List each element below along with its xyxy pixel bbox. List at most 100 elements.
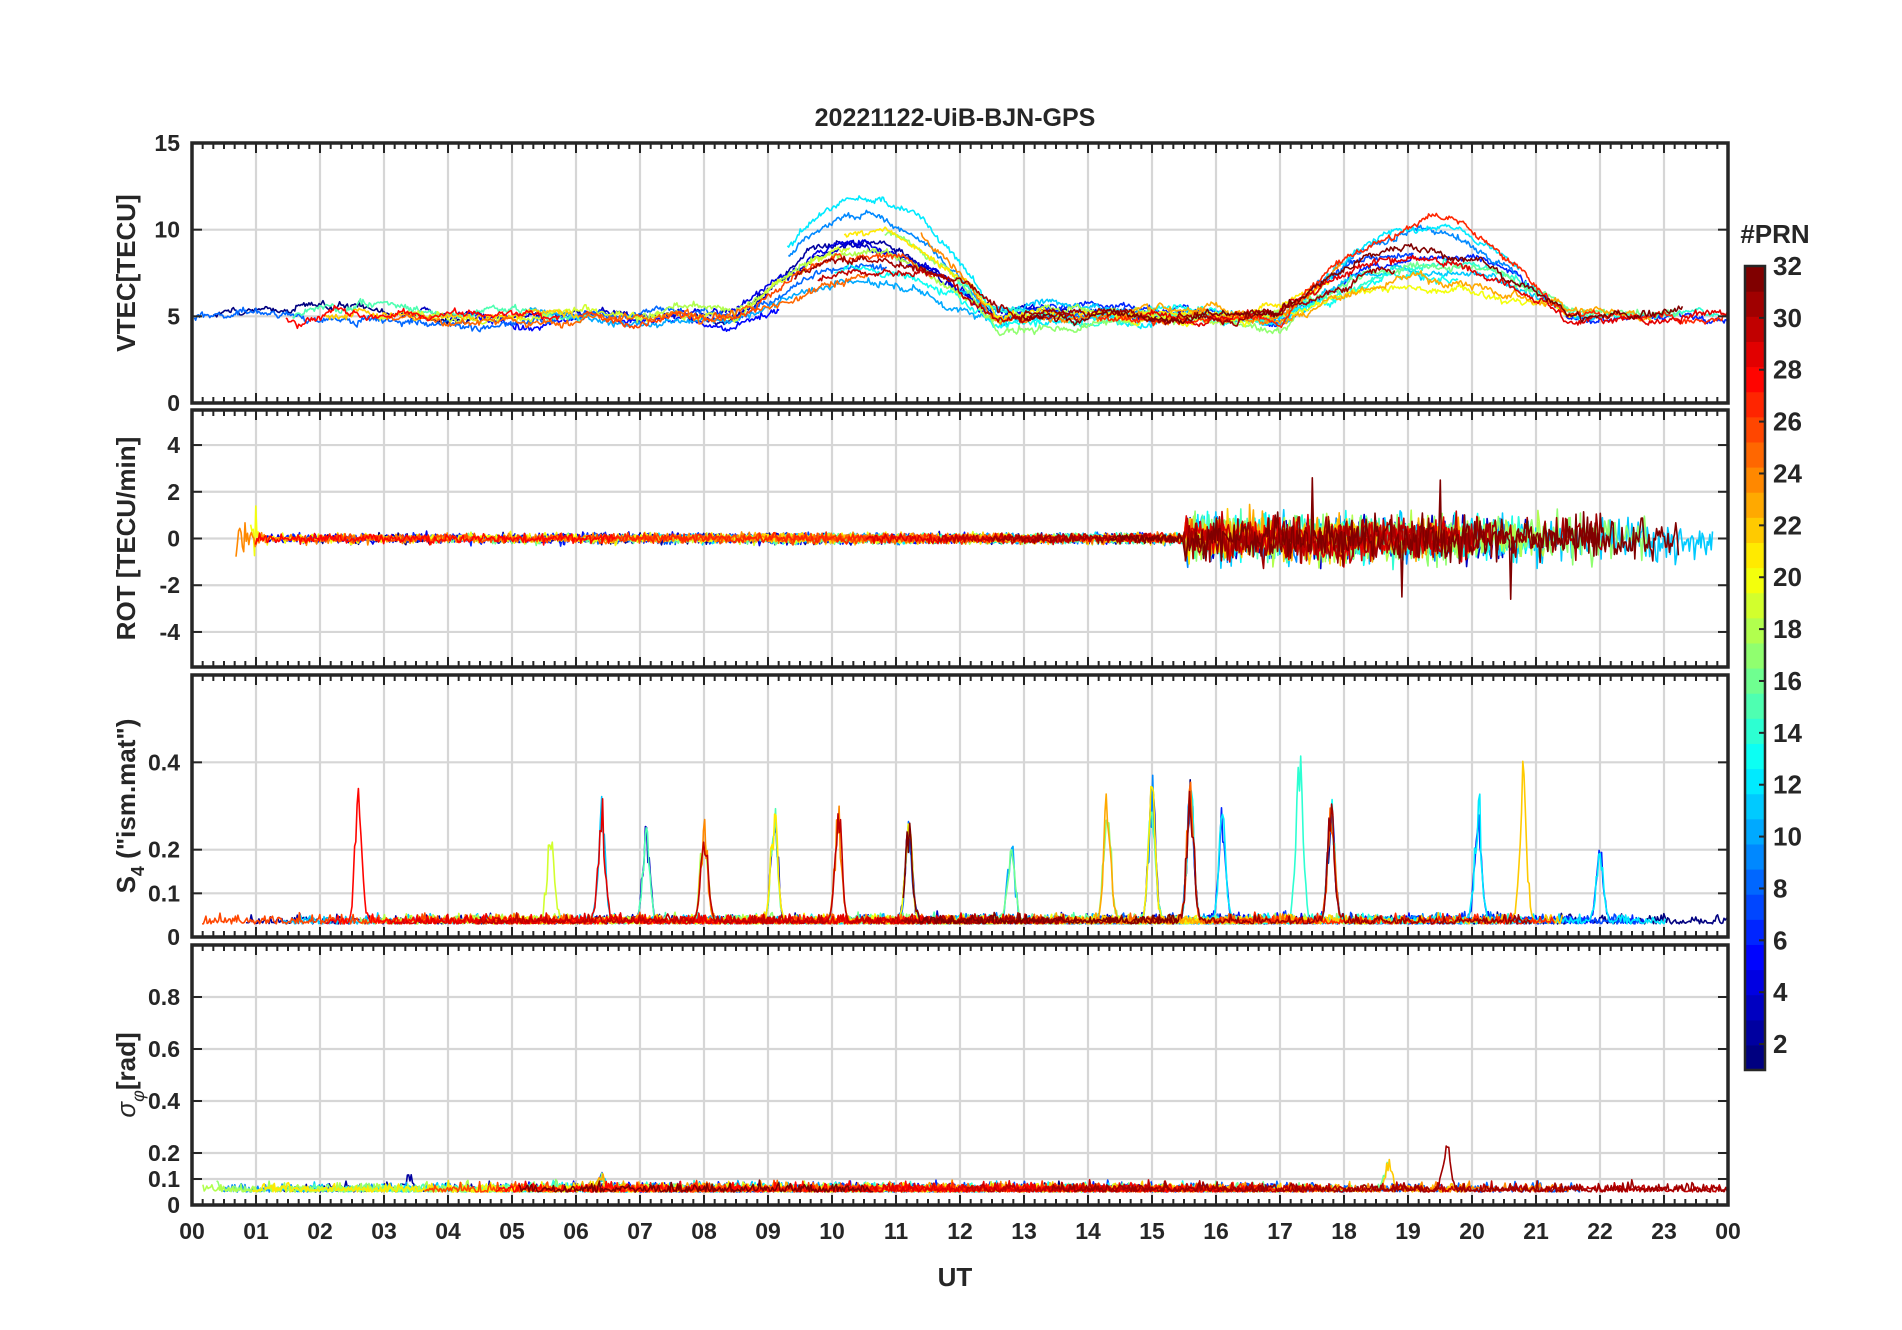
y-tick-label: 15: [154, 130, 180, 156]
y-tick-label: 0.2: [148, 1140, 180, 1166]
colorbar-segment: [1745, 668, 1765, 694]
series-prn-28: [254, 532, 616, 546]
colorbar-segment: [1745, 994, 1765, 1021]
colorbar-segment: [1745, 291, 1765, 317]
colorbar-segment: [1745, 416, 1765, 443]
colorbar-tick-label: 10: [1773, 822, 1802, 852]
colorbar-segment: [1745, 592, 1765, 619]
x-tick-label: 13: [1011, 1218, 1037, 1244]
series-prn-28: [285, 304, 560, 330]
x-tick-label: 22: [1587, 1218, 1613, 1244]
x-tick-label: 19: [1395, 1218, 1421, 1244]
series-prn-27: [1213, 911, 1555, 925]
series-prn-31: [901, 790, 1532, 925]
colorbar-tick-label: 12: [1773, 770, 1802, 800]
colorbar-segment: [1745, 693, 1765, 719]
panel-vtec: 0 5 10 15 VTEC[TECU]: [111, 130, 1730, 416]
series-group: [202, 755, 1728, 925]
series-prn-32: [1022, 243, 1684, 327]
colorbar-segment: [1745, 467, 1765, 493]
colorbar-segment: [1745, 441, 1765, 468]
colorbar-tick-label: 28: [1773, 355, 1802, 385]
x-tick-label: 17: [1267, 1218, 1293, 1244]
y-axis-label: ROT [TECU/min]: [111, 437, 141, 641]
colorbar-segment: [1745, 969, 1765, 996]
panel-rot: -4 -2 0 2 4 ROT [TECU/min]: [111, 408, 1730, 669]
colorbar-tick-label: 6: [1773, 925, 1787, 955]
x-tick-label: 00: [179, 1218, 205, 1244]
grid: [190, 675, 1730, 939]
series-group: [193, 195, 1728, 337]
y-tick-label: 4: [167, 432, 180, 458]
y-tick-label: -4: [160, 619, 181, 645]
colorbar-segment: [1745, 718, 1765, 744]
y-tick-label: -2: [160, 572, 180, 598]
y-tick-label: 0: [167, 1192, 180, 1218]
colorbar-segment: [1745, 869, 1765, 895]
colorbar-tick-label: 30: [1773, 303, 1802, 333]
colorbar-frame: [1743, 264, 1767, 1072]
y-tick-label: 0.2: [148, 837, 180, 863]
y-tick-label: 2: [167, 479, 180, 505]
colorbar-segment: [1745, 492, 1765, 518]
series-prn-32: [518, 1179, 874, 1193]
y-tick-label: 5: [167, 303, 180, 329]
x-tick-label: 18: [1331, 1218, 1357, 1244]
series-group: [202, 1145, 1728, 1193]
colorbar-segment: [1745, 894, 1765, 920]
y-axis-label: σφ[rad]: [111, 1032, 148, 1117]
series-prn-30: [817, 268, 1079, 324]
x-tick-label: 14: [1075, 1218, 1101, 1244]
x-tick-label: 01: [243, 1218, 269, 1244]
y-axis-label: S4 ("ism.mat"): [111, 719, 148, 894]
y-tick-label: 0: [167, 924, 180, 950]
colorbar-segment: [1745, 366, 1765, 393]
x-tick-label: 06: [563, 1218, 589, 1244]
colorbar-segment: [1745, 843, 1765, 870]
colorbar-segment: [1745, 567, 1765, 594]
colorbar-segment: [1745, 818, 1765, 845]
colorbar-segment: [1745, 768, 1765, 795]
y-tick-label: 0.1: [148, 1166, 180, 1192]
colorbar-label: #PRN: [1740, 219, 1809, 249]
panel-s4: 0 0.1 0.2 0.4S4 ("ism.mat"): [111, 673, 1730, 950]
colorbar-tick-label: 20: [1773, 562, 1802, 592]
y-tick-label: 0.6: [148, 1036, 180, 1062]
colorbar-tick-label: 2: [1773, 1029, 1787, 1059]
y-tick-label: 0.4: [148, 749, 180, 775]
x-tick-label: 03: [371, 1218, 397, 1244]
colorbar-tick-label: 32: [1773, 251, 1802, 281]
colorbar-segment: [1745, 341, 1765, 368]
colorbar-tick-label: 22: [1773, 510, 1802, 540]
series-prn-32: [1109, 476, 1680, 601]
x-tick-label: 00: [1715, 1218, 1741, 1244]
y-tick-label: 0.8: [148, 984, 180, 1010]
x-tick-label: 02: [307, 1218, 333, 1244]
colorbar-segment: [1745, 1044, 1765, 1071]
series-prn-31: [794, 255, 1396, 327]
colorbar-tick-label: 18: [1773, 614, 1802, 644]
y-tick-label: 0.4: [148, 1088, 180, 1114]
x-tick-label: 10: [819, 1218, 845, 1244]
series-prn-23: [1116, 269, 1652, 325]
colorbar-tick-label: 8: [1773, 873, 1787, 903]
colorbar-tick-label: 4: [1773, 977, 1788, 1007]
ticks: [191, 675, 1729, 938]
series-prn-25: [386, 273, 869, 329]
series-group: [235, 476, 1714, 601]
x-axis-label: UT: [938, 1262, 973, 1292]
ticks: [191, 142, 1729, 404]
ticks: [191, 410, 1729, 667]
series-prn-22: [324, 307, 581, 322]
chart-title: 20221122-UiB-BJN-GPS: [815, 104, 1096, 132]
colorbar-segment: [1745, 793, 1765, 820]
x-tick-label: 04: [435, 1218, 461, 1244]
x-tick-label: 20: [1459, 1218, 1485, 1244]
series-prn-8: [193, 263, 887, 333]
y-tick-label: 0: [167, 390, 180, 416]
series-prn-27: [583, 1180, 1326, 1193]
colorbar-segment: [1745, 919, 1765, 945]
colorbar-segment: [1745, 944, 1765, 971]
